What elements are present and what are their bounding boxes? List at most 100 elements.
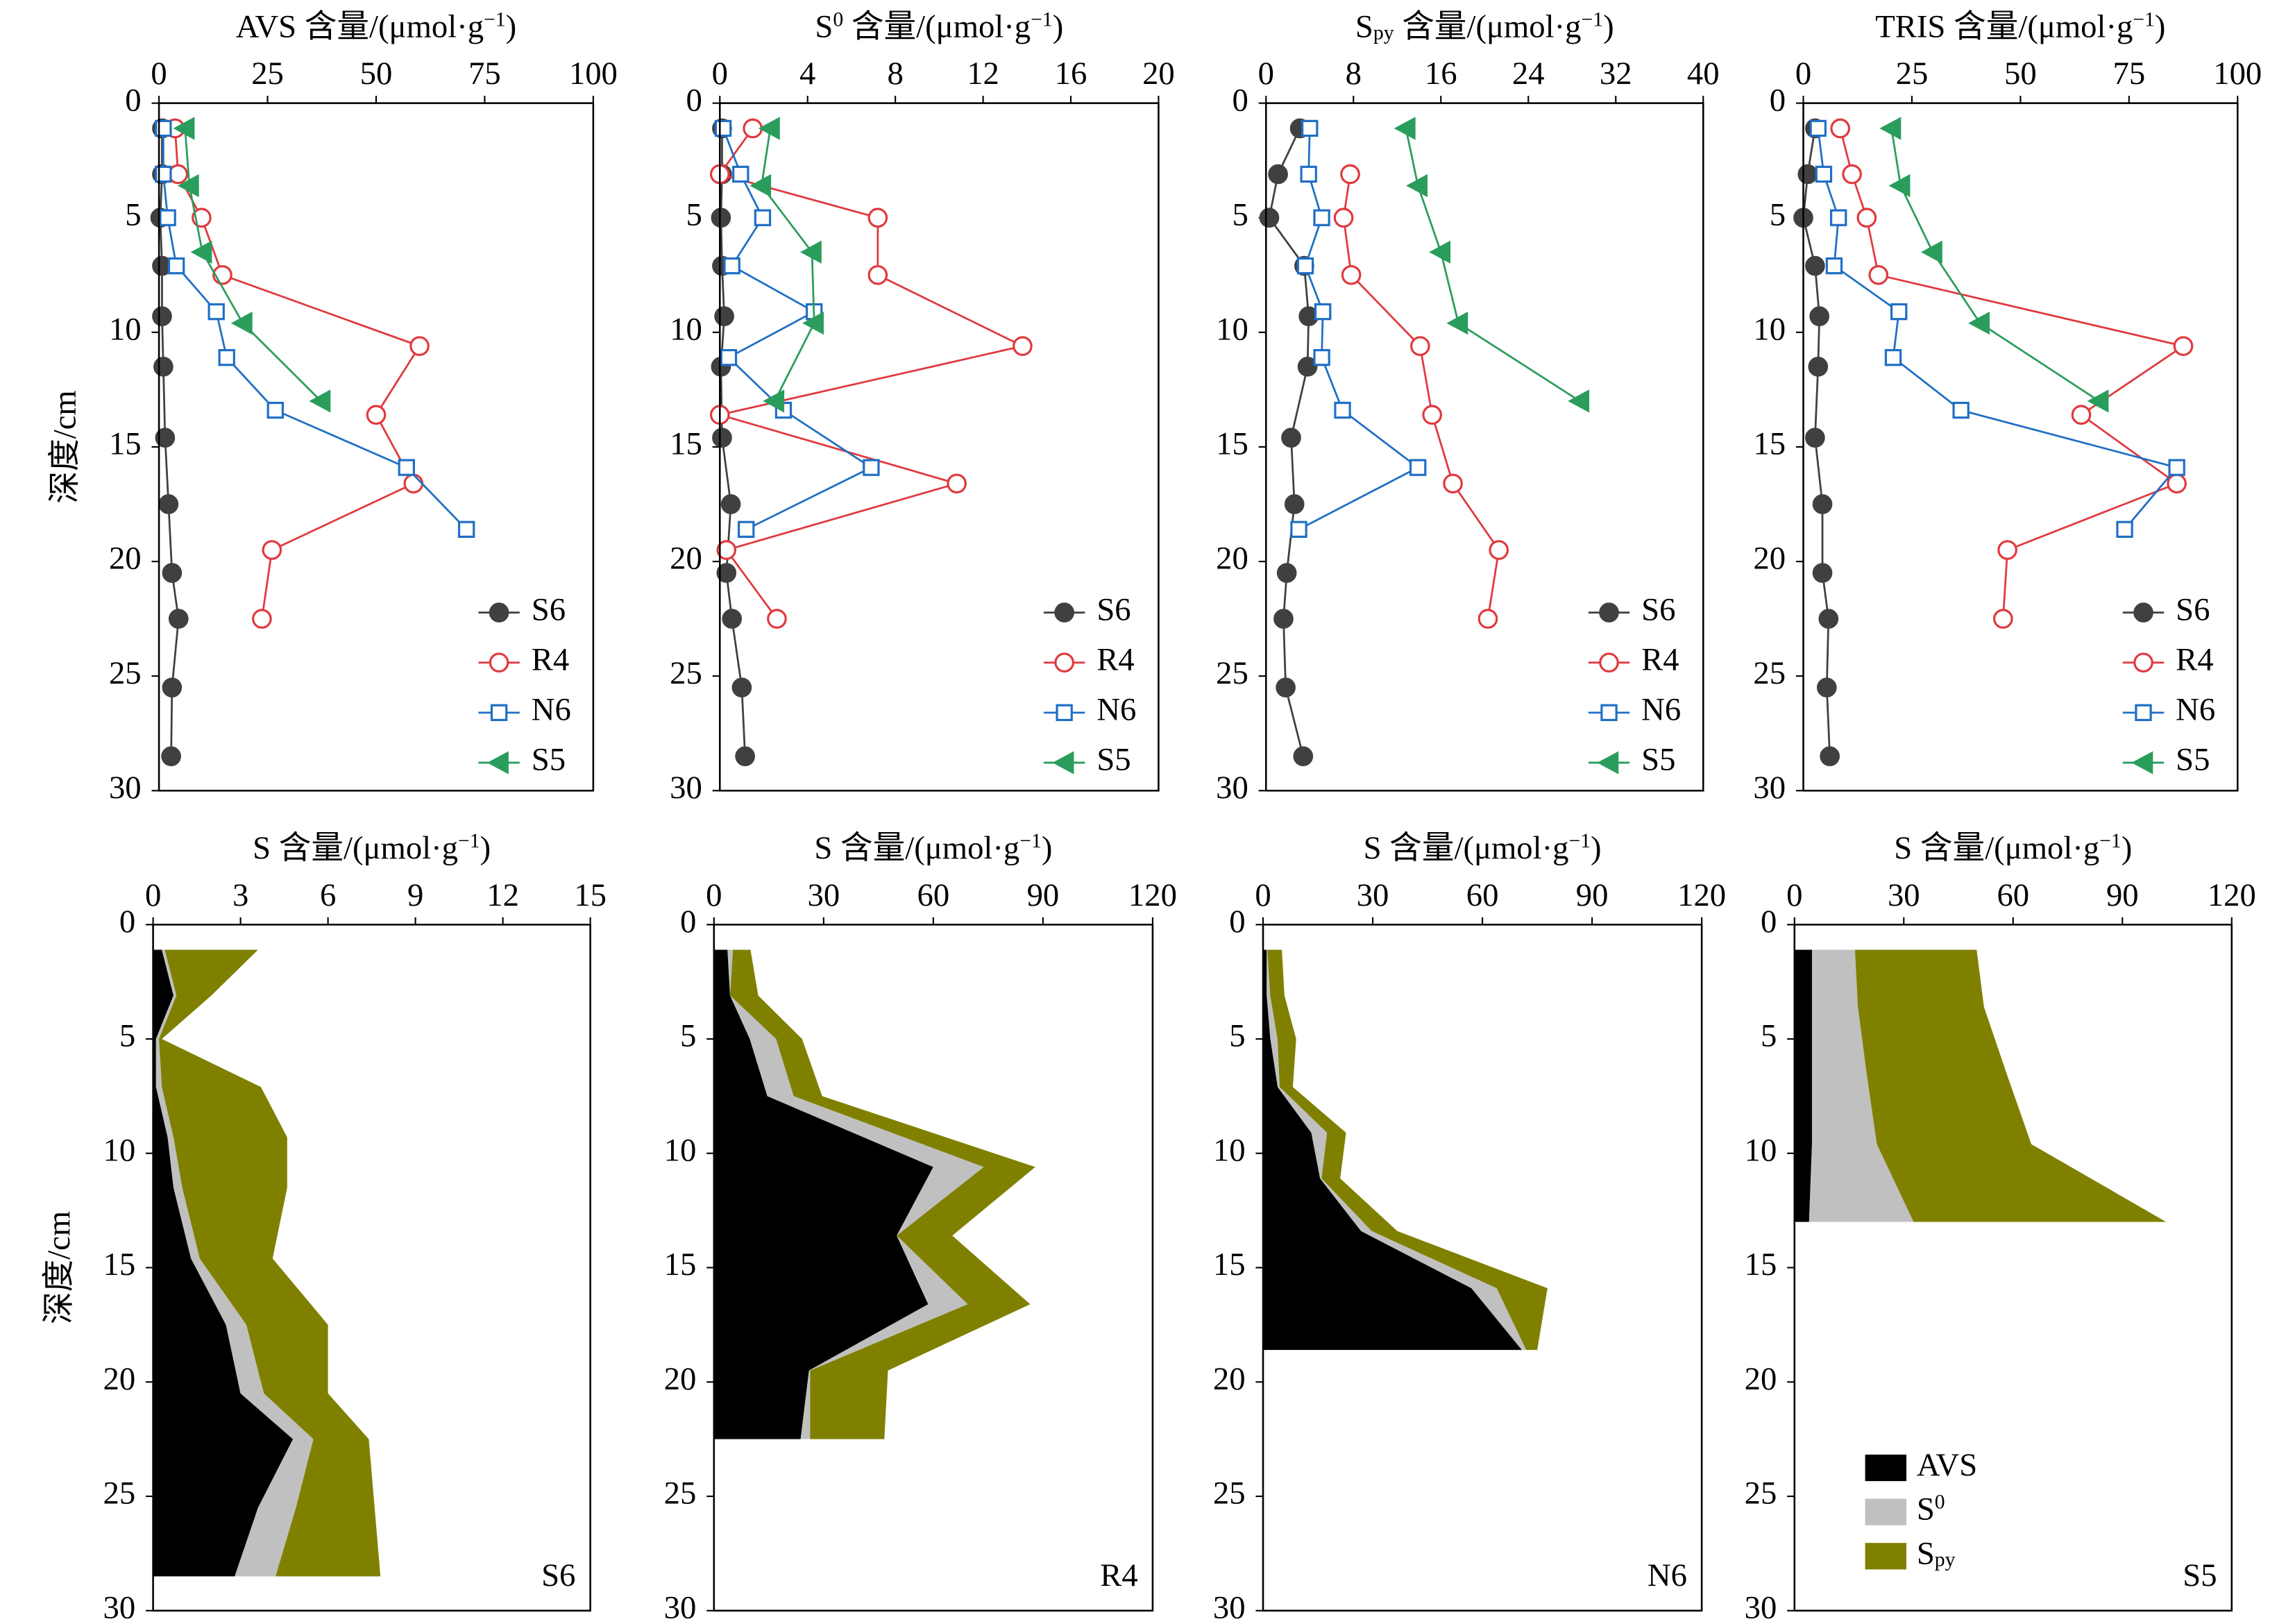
y-tick-label: 0 [1232,82,1248,118]
legend-marker [2131,751,2153,775]
marker [1477,609,1498,629]
x-tick-label: 32 [1600,56,1632,92]
x-tick-label: 30 [1357,877,1389,913]
text-part: 含量/(μmol·g [843,8,1031,44]
legend-marker [489,602,509,623]
plot-frame [719,102,1160,792]
marker [1997,540,2017,560]
chart-title: S 含量/(μmol·g−1) [1894,830,2132,866]
plot-frame [1793,924,2233,1612]
marker [711,208,731,228]
marker [262,540,282,560]
legend-marker [1597,751,1619,775]
x-tick-label: 8 [887,56,903,92]
x-tick-label: 8 [1346,56,1362,92]
marker [1300,165,1317,183]
series-line [173,128,421,619]
marker [712,428,732,448]
text-part: 0 [1935,1491,1945,1514]
legend-label: S5 [2176,742,2210,778]
y-tick-label: 5 [1229,1018,1245,1054]
y-axis-label: 深度/cm [46,390,83,503]
text-part: S [1355,8,1373,44]
marker [1805,255,1825,276]
marker [732,165,750,183]
marker [218,348,235,366]
marker [1314,303,1332,321]
series-line [1298,128,1420,531]
plot-frame [1802,102,2239,792]
marker [716,540,737,560]
marker [1815,165,1833,183]
x-tick-label: 12 [967,56,999,92]
y-tick-label: 30 [670,770,702,806]
panel-label: N6 [1648,1557,1687,1593]
y-tick-label: 30 [1216,770,1248,806]
series-line [722,128,874,531]
panel-label: S6 [541,1557,575,1593]
area [155,949,314,1577]
marker [722,609,742,629]
marker [754,209,772,226]
marker [1816,677,1837,697]
marker [1443,473,1463,494]
marker [266,401,284,419]
x-tick-label: 100 [2213,56,2262,92]
y-tick-label: 25 [109,655,142,691]
marker [1820,746,1840,767]
legend-marker [1054,652,1074,673]
marker [1829,209,1847,226]
text-part: ) [2122,830,2133,866]
x-tick-label: 0 [1786,877,1802,913]
marker [177,174,199,198]
x-tick-label: 30 [808,877,840,913]
y-tick-label: 5 [686,196,702,232]
chart-title: S0 含量/(μmol·g−1) [815,8,1063,44]
y-tick-label: 15 [664,1246,697,1283]
marker [867,264,888,285]
marker [863,459,880,476]
chart-title: S 含量/(μmol·g−1) [814,830,1052,866]
plot-frame [1262,924,1703,1612]
y-tick-label: 25 [103,1475,135,1512]
x-tick-label: 60 [917,877,950,913]
y-tick-label: 15 [109,426,142,462]
y-tick-label: 5 [119,1018,135,1054]
x-tick-label: 0 [712,56,728,92]
x-tick-label: 16 [1055,56,1087,92]
text-part: ) [1603,8,1614,44]
marker [398,459,415,476]
legend-label: AVS [1917,1447,1977,1483]
x-tick-label: 75 [2113,56,2146,92]
y-tick-label: 10 [1753,312,1786,348]
legend-swatch [1865,1498,1906,1525]
marker [720,494,741,514]
x-tick-label: 120 [1128,877,1177,913]
marker [2167,473,2187,494]
plot-frame [1264,102,1704,792]
area [713,949,933,1439]
text-part: ) [2155,8,2166,44]
x-tick-label: 40 [1687,56,1720,92]
y-tick-label: 0 [125,82,141,118]
marker [731,677,752,697]
y-tick-label: 5 [1770,196,1786,232]
legend-marker [1056,704,1073,722]
marker [309,389,331,413]
marker [1293,746,1314,767]
y-tick-label: 30 [1213,1589,1246,1624]
y-tick-label: 15 [1216,426,1248,462]
x-tick-label: 120 [1677,877,1726,913]
y-tick-label: 15 [670,426,702,462]
y-tick-label: 20 [1753,541,1786,577]
x-tick-label: 6 [320,877,336,913]
text-part: −1 [1031,9,1053,31]
x-tick-label: 25 [1896,56,1929,92]
legend-label: S5 [532,742,566,778]
y-tick-label: 25 [670,655,702,691]
text-part: −1 [1568,831,1591,853]
y-tick-label: 30 [109,770,142,806]
legend-marker [487,751,509,775]
x-tick-label: 20 [1142,56,1175,92]
x-tick-label: 120 [2208,877,2256,913]
